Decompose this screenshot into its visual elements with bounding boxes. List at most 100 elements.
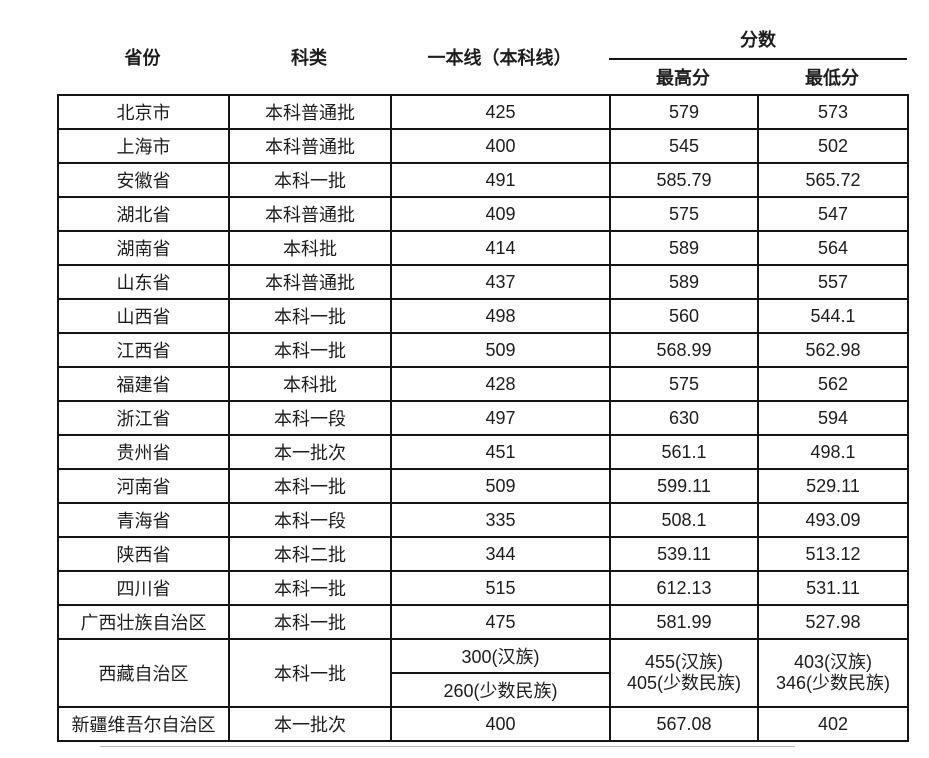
header-score-group: 分数: [609, 20, 907, 60]
cell-line: 451: [390, 434, 611, 470]
cell-line: 344: [390, 536, 611, 572]
cell-max-score: 585.79: [609, 162, 759, 198]
header-min-score: 最低分: [805, 68, 859, 88]
cell-min-score: 557: [757, 264, 909, 300]
cell-line: 491: [390, 162, 611, 198]
cell-line: 400: [390, 706, 611, 742]
cell-province: 新疆维吾尔自治区: [57, 706, 230, 742]
cell-max-score: 589: [609, 230, 759, 266]
table-row: 湖南省 本科批 414 589 564: [57, 230, 909, 266]
cell-province: 陕西省: [57, 536, 230, 572]
cell-min-score: 493.09: [757, 502, 909, 538]
cell-line: 509: [390, 332, 611, 368]
header-province: 省份: [124, 48, 161, 68]
cell-max-score: 612.13: [609, 570, 759, 606]
cell-category: 本科二批: [228, 536, 392, 572]
table-row: 广西壮族自治区 本科一批 475 581.99 527.98: [57, 604, 909, 640]
cell-province: 上海市: [57, 128, 230, 164]
cell-max-score: 508.1: [609, 502, 759, 538]
cell-line: 498: [390, 298, 611, 334]
cell-max-score: 545: [609, 128, 759, 164]
cell-category: 本一批次: [228, 434, 392, 470]
table-row: 上海市 本科普通批 400 545 502: [57, 128, 909, 164]
cell-max-score: 630: [609, 400, 759, 436]
cell-line-han: 300(汉族): [390, 638, 611, 674]
cell-province: 河南省: [57, 468, 230, 504]
cell-min-score: 498.1: [757, 434, 909, 470]
table-row: 江西省 本科一批 509 568.99 562.98: [57, 332, 909, 368]
cell-min-score: 562: [757, 366, 909, 402]
table-row: 青海省 本科一段 335 508.1 493.09: [57, 502, 909, 538]
table-header: 省份 科类 一本线（本科线） 分数 最高分 最低分: [57, 20, 907, 94]
cell-min-score: 529.11: [757, 468, 909, 504]
faint-bottom-rule: [100, 746, 795, 747]
table-row: 安徽省 本科一批 491 585.79 565.72: [57, 162, 909, 198]
cell-max-score: 561.1: [609, 434, 759, 470]
cell-category: 本科普通批: [228, 264, 392, 300]
table-row-tibet: 西藏自治区 本科一批 300(汉族) 455(汉族) 405(少数民族) 403…: [57, 638, 909, 708]
cell-min-score: 573: [757, 94, 909, 130]
table-row: 河南省 本科一批 509 599.11 529.11: [57, 468, 909, 504]
cell-category: 本科一段: [228, 502, 392, 538]
cell-min-score: 594: [757, 400, 909, 436]
cell-max-score: 599.11: [609, 468, 759, 504]
cell-min-score: 562.98: [757, 332, 909, 368]
cell-category: 本科一批: [228, 298, 392, 334]
cell-category: 本科一段: [228, 400, 392, 436]
cell-min-score: 565.72: [757, 162, 909, 198]
cell-max-score: 589: [609, 264, 759, 300]
cell-min-score: 402: [757, 706, 909, 742]
table-row: 新疆维吾尔自治区 本一批次 400 567.08 402: [57, 706, 909, 742]
cell-max-score: 568.99: [609, 332, 759, 368]
cell-province: 贵州省: [57, 434, 230, 470]
cell-max-score: 579: [609, 94, 759, 130]
table-row: 贵州省 本一批次 451 561.1 498.1: [57, 434, 909, 470]
cell-province: 福建省: [57, 366, 230, 402]
cell-min-score: 513.12: [757, 536, 909, 572]
max-score-han: 455(汉族): [644, 652, 724, 672]
cell-line: 475: [390, 604, 611, 640]
cell-category: 本科普通批: [228, 94, 392, 130]
header-first-tier-line: 一本线（本科线）: [427, 48, 572, 68]
cell-max-score: 539.11: [609, 536, 759, 572]
cell-line: 497: [390, 400, 611, 436]
cell-category: 本科一批: [228, 638, 392, 708]
table-row: 湖北省 本科普通批 409 575 547: [57, 196, 909, 232]
cell-category: 本科一批: [228, 332, 392, 368]
header-category: 科类: [291, 48, 327, 68]
cell-province: 湖北省: [57, 196, 230, 232]
cell-province: 山东省: [57, 264, 230, 300]
cell-max-score: 575: [609, 196, 759, 232]
cell-min-score: 531.11: [757, 570, 909, 606]
cell-line: 425: [390, 94, 611, 130]
cell-min-score: 544.1: [757, 298, 909, 334]
table-row: 山西省 本科一批 498 560 544.1: [57, 298, 909, 334]
scores-table-body: 北京市 本科普通批 425 579 573 上海市 本科普通批 400 545 …: [57, 94, 909, 742]
cell-max-score: 581.99: [609, 604, 759, 640]
table-row: 陕西省 本科二批 344 539.11 513.12: [57, 536, 909, 572]
min-score-han: 403(汉族): [793, 652, 873, 672]
min-score-minority: 346(少数民族): [775, 673, 891, 693]
cell-category: 本一批次: [228, 706, 392, 742]
cell-category: 本科批: [228, 366, 392, 402]
cell-line: 437: [390, 264, 611, 300]
cell-max-score: 560: [609, 298, 759, 334]
cell-province: 青海省: [57, 502, 230, 538]
table-row: 北京市 本科普通批 425 579 573: [57, 94, 909, 130]
cell-min-score: 564: [757, 230, 909, 266]
cell-province: 山西省: [57, 298, 230, 334]
cell-province: 湖南省: [57, 230, 230, 266]
cell-category: 本科批: [228, 230, 392, 266]
cell-category: 本科一批: [228, 468, 392, 504]
cell-min-score: 547: [757, 196, 909, 232]
cell-min-score: 502: [757, 128, 909, 164]
cell-province: 西藏自治区: [57, 638, 230, 708]
cell-line: 409: [390, 196, 611, 232]
table-row: 四川省 本科一批 515 612.13 531.11: [57, 570, 909, 606]
cell-category: 本科普通批: [228, 128, 392, 164]
cell-max-score: 455(汉族) 405(少数民族): [609, 638, 759, 708]
cell-min-score: 527.98: [757, 604, 909, 640]
cell-province: 浙江省: [57, 400, 230, 436]
cell-category: 本科一批: [228, 604, 392, 640]
cell-min-score: 403(汉族) 346(少数民族): [757, 638, 909, 708]
